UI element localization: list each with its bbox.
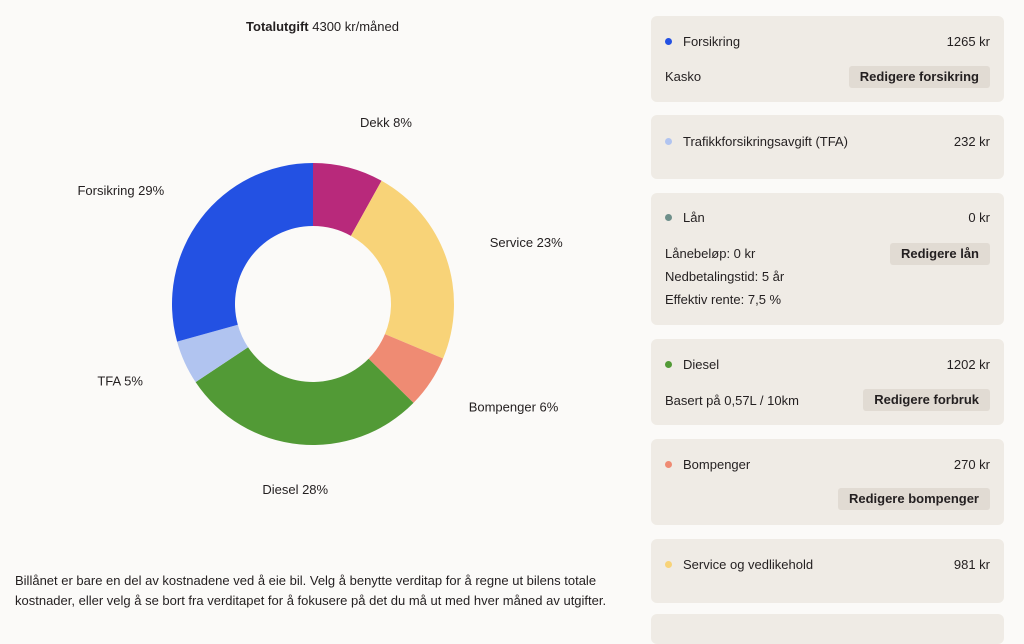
card-diesel-amount: 1202 kr bbox=[946, 356, 990, 372]
edit-tolls-button[interactable]: Redigere bompenger bbox=[837, 488, 990, 510]
donut-slices bbox=[171, 163, 454, 445]
card-diesel-name: Diesel bbox=[683, 356, 720, 372]
total-expense: Totalutgift 4300 kr/måned bbox=[0, 19, 645, 34]
diesel-color-dot bbox=[665, 360, 672, 368]
card-forsikring-detail: Kasko bbox=[665, 69, 702, 84]
card-lan-name: Lån bbox=[683, 209, 705, 225]
card-tfa-name: Trafikkforsikringsavgift (TFA) bbox=[683, 133, 848, 149]
card-forsikring-name: Forsikring bbox=[683, 33, 741, 49]
label-bompenger: Bompenger 6% bbox=[469, 400, 559, 415]
slice-forsikring bbox=[171, 163, 313, 342]
slice-diesel bbox=[195, 347, 414, 445]
card-bompenger: Bompenger 270 kr Redigere bompenger bbox=[651, 439, 1004, 525]
label-forsikring: Forsikring 29% bbox=[77, 183, 164, 198]
label-dekk: Dekk 8% bbox=[360, 115, 412, 130]
card-diesel-detail: Basert på 0,57L / 10km bbox=[665, 393, 799, 408]
card-service: Service og vedlikehold 981 kr bbox=[651, 539, 1004, 603]
lan-color-dot bbox=[665, 213, 672, 221]
edit-consumption-button[interactable]: Redigere forbruk bbox=[863, 389, 990, 411]
slice-dekk bbox=[313, 163, 382, 236]
card-tfa-amount: 232 kr bbox=[953, 133, 990, 149]
card-lan-rate-detail: Effektiv rente: 7,5 % bbox=[665, 292, 782, 307]
label-service: Service 23% bbox=[490, 235, 563, 250]
card-diesel: Diesel 1202 kr Basert på 0,57L / 10km Re… bbox=[651, 339, 1004, 425]
slice-service bbox=[350, 180, 454, 359]
card-next-partial bbox=[651, 614, 1004, 644]
card-forsikring: Forsikring 1265 kr Kasko Redigere forsik… bbox=[651, 16, 1004, 102]
card-service-name: Service og vedlikehold bbox=[683, 556, 814, 572]
card-lan-amount-detail: Lånebeløp: 0 kr bbox=[665, 246, 756, 261]
card-tfa: Trafikkforsikringsavgift (TFA) 232 kr bbox=[651, 115, 1004, 179]
forsikring-color-dot bbox=[665, 37, 672, 45]
edit-loan-button[interactable]: Redigere lån bbox=[889, 243, 990, 265]
footnote: Billånet er bare en del av kostnadene ve… bbox=[15, 573, 607, 608]
card-lan: Lån 0 kr Lånebeløp: 0 kr Nedbetalingstid… bbox=[651, 193, 1004, 325]
slice-tfa bbox=[177, 324, 249, 383]
card-bompenger-amount: 270 kr bbox=[953, 456, 990, 472]
bompenger-color-dot bbox=[665, 460, 672, 468]
total-label: Totalutgift bbox=[246, 19, 309, 34]
card-service-amount: 981 kr bbox=[953, 556, 990, 572]
cost-donut-chart: Dekk 8% Service 23% Bompenger 6% Diesel 28%… bbox=[77, 115, 563, 497]
card-lan-amount: 0 kr bbox=[968, 209, 990, 225]
card-forsikring-amount: 1265 kr bbox=[946, 33, 990, 49]
card-bompenger-name: Bompenger bbox=[683, 456, 751, 472]
card-lan-term-detail: Nedbetalingstid: 5 år bbox=[665, 269, 785, 284]
edit-insurance-button[interactable]: Redigere forsikring bbox=[848, 66, 990, 88]
label-tfa: TFA 5% bbox=[97, 374, 143, 389]
label-diesel: Diesel 28% bbox=[262, 482, 328, 497]
slice-bompenger bbox=[368, 334, 444, 403]
donut-labels: Dekk 8% Service 23% Bompenger 6% Diesel 28%… bbox=[77, 115, 563, 497]
tfa-color-dot bbox=[665, 137, 672, 145]
service-color-dot bbox=[665, 560, 672, 568]
total-value: 4300 kr/måned bbox=[312, 19, 399, 34]
